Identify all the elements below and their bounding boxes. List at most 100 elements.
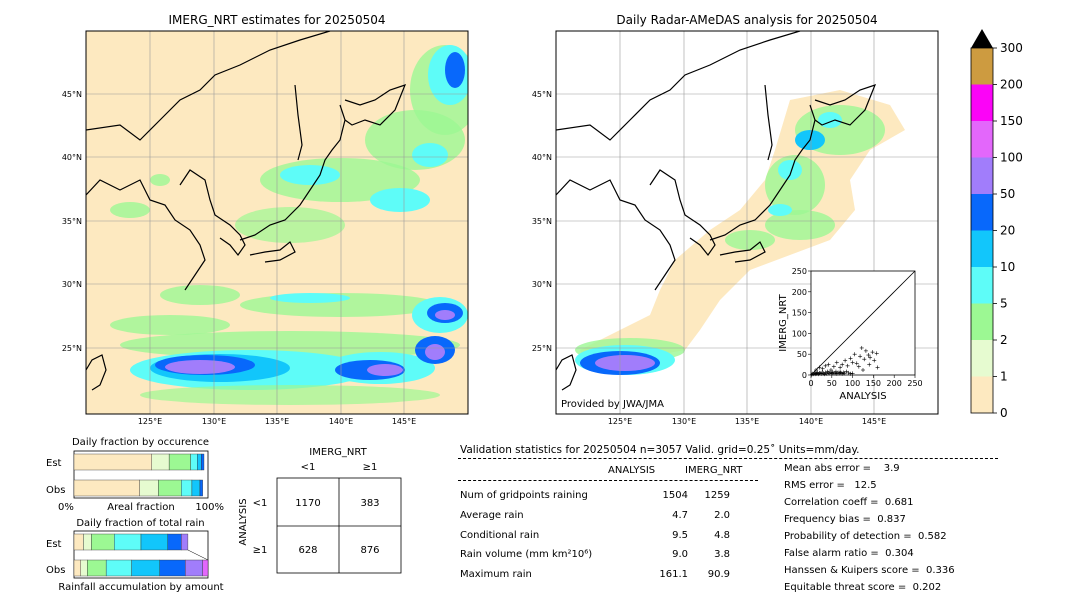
colorbar-segment: [971, 303, 993, 340]
scatter-diagonal: [810, 270, 916, 376]
colorbar-label: 150: [1000, 114, 1023, 128]
occurrence-row-est: Est: [46, 458, 62, 469]
scatter-ylabel: IMERG_NRT: [778, 293, 789, 351]
svg-text:25°N: 25°N: [532, 344, 552, 353]
fraction-segment: [73, 533, 84, 551]
fraction-segment: [158, 479, 182, 497]
scatter-point: [848, 371, 853, 376]
validation-row-label: Num of gridpoints raining: [460, 490, 588, 501]
svg-text:140°E: 140°E: [799, 417, 823, 425]
validation-row-label: Maximum rain: [460, 569, 532, 580]
scatter-point: [866, 353, 871, 358]
colorbar-segment: [971, 157, 993, 194]
scatter-point: [815, 370, 820, 375]
scatter-x-ticks: 0 50 100 150 200 250: [808, 375, 923, 388]
svg-text:25°N: 25°N: [62, 344, 82, 353]
validation-header: Validation statistics for 20250504 n=305…: [460, 444, 860, 456]
scatter-point: [826, 362, 831, 367]
validation-row-analysis: 9.0: [672, 549, 688, 560]
fraction-segment: [151, 453, 170, 471]
fraction-segment: [197, 453, 202, 471]
fraction-segment: [201, 453, 205, 471]
scatter-point: [821, 371, 826, 376]
scatter-x-tick: 100: [845, 379, 860, 388]
scatter-x-tick: 200: [887, 379, 902, 388]
score-item: Frequency bias = 0.837: [784, 514, 906, 525]
fraction-segment: [159, 559, 186, 577]
colorbar-label: 10: [1000, 260, 1015, 274]
scatter-point: [846, 370, 851, 375]
fraction-segment: [139, 479, 159, 497]
left-map: 45°N 40°N 35°N 30°N 25°N 125°E 130°E 135…: [62, 30, 469, 425]
scatter-point: [831, 364, 836, 369]
score-list: Mean abs error = 3.9 RMS error = 12.5 Co…: [784, 463, 1014, 593]
amount-chart: Est Obs Rainfall accumulation by amount: [46, 530, 224, 593]
scatter-y-tick: 250: [792, 267, 807, 276]
scatter-point: [810, 371, 815, 376]
fraction-segment: [199, 479, 203, 497]
fraction-segment: [80, 559, 88, 577]
contingency-row-title: ANALYSIS: [238, 498, 249, 545]
colorbar-label: 2: [1000, 333, 1008, 347]
fraction-segment: [105, 559, 132, 577]
svg-text:135°E: 135°E: [265, 417, 289, 425]
left-lat-labels: 45°N 40°N 35°N 30°N 25°N: [62, 90, 82, 353]
colorbar: 0 1 2 5 10 20 50 100 150 200 300: [970, 29, 1023, 420]
contingency-cell: 1170: [295, 498, 320, 509]
scatter-point: [824, 371, 829, 376]
right-map-title: Daily Radar-AMeDAS analysis for 20250504: [616, 13, 878, 27]
svg-text:30°N: 30°N: [532, 280, 552, 289]
contingency-cell: 628: [298, 545, 317, 556]
contingency-cell: 383: [360, 498, 379, 509]
fraction-segment: [91, 533, 115, 551]
right-coastline: [556, 31, 877, 391]
scatter-point: [872, 358, 877, 363]
validation-row-analysis: 1504: [662, 490, 688, 501]
scatter-point: [843, 358, 848, 363]
scatter-y-tick: 100: [792, 329, 807, 338]
amount-row-obs: Obs: [46, 565, 65, 576]
fraction-segment: [180, 479, 193, 497]
occurrence-axis-left: 0%: [58, 502, 74, 512]
scatter-point: [838, 365, 843, 370]
svg-text:35°N: 35°N: [62, 217, 82, 226]
fraction-segment: [73, 559, 81, 577]
svg-text:45°N: 45°N: [532, 90, 552, 99]
scatter-point: [809, 372, 814, 377]
occurrence-bars: [73, 453, 205, 497]
validation-subdivider: [458, 480, 758, 481]
colorbar-segment: [971, 376, 993, 413]
scatter-point: [819, 371, 824, 376]
colorbar-segment: [971, 194, 993, 231]
svg-text:140°E: 140°E: [329, 417, 353, 425]
fraction-segment: [87, 559, 107, 577]
validation-row-analysis: 4.7: [672, 510, 688, 521]
validation-row-analysis: 9.5: [672, 530, 688, 541]
scatter-point: [870, 350, 875, 355]
scatter-point: [863, 348, 868, 353]
svg-text:130°E: 130°E: [672, 417, 696, 425]
scatter-point: [833, 369, 838, 374]
colorbar-label: 5: [1000, 297, 1008, 311]
colorbar-segment: [971, 84, 993, 121]
svg-text:130°E: 130°E: [202, 417, 226, 425]
scatter-point: [841, 370, 846, 375]
scatter-inset: 0 50 100 150 200 250 0 50 100 150 200 250 ANALYSIS…: [778, 267, 923, 402]
scatter-point: [858, 354, 863, 359]
svg-text:35°N: 35°N: [532, 217, 552, 226]
svg-text:125°E: 125°E: [138, 417, 162, 425]
scatter-point: [845, 363, 850, 368]
scatter-point: [875, 365, 880, 370]
amount-bars: [73, 533, 209, 577]
scatter-y-tick: 150: [792, 309, 807, 318]
contingency-col-title: IMERG_NRT: [309, 447, 367, 458]
scatter-point: [833, 371, 838, 376]
fraction-segment: [190, 453, 198, 471]
svg-text:125°E: 125°E: [608, 417, 632, 425]
fraction-segment: [191, 479, 201, 497]
amount-axis-label: Rainfall accumulation by amount: [58, 582, 223, 593]
scatter-point: [852, 352, 857, 357]
colorbar-segment: [971, 121, 993, 158]
validation-row-imerg: 4.8: [714, 530, 730, 541]
scatter-point: [842, 371, 847, 376]
